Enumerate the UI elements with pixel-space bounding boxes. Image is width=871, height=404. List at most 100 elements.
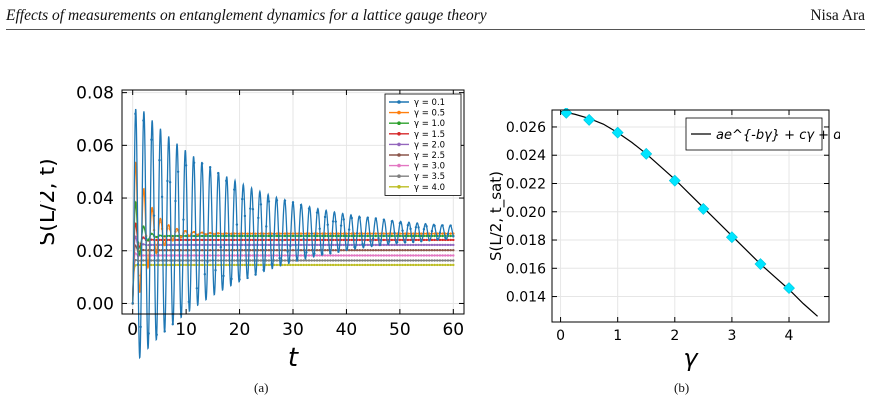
- series-marker: [155, 259, 158, 262]
- x-axis-label: γ: [683, 344, 699, 372]
- series-marker: [208, 231, 212, 235]
- series-marker: [436, 259, 439, 262]
- series-marker: [323, 243, 327, 247]
- series-marker: [192, 263, 196, 267]
- series-marker: [452, 238, 455, 242]
- series-marker: [200, 238, 204, 242]
- series-marker: [329, 238, 332, 242]
- series-marker: [401, 254, 404, 257]
- series-marker: [425, 243, 428, 247]
- series-marker: [315, 243, 319, 247]
- series-marker: [254, 243, 257, 247]
- series-marker: [420, 259, 423, 262]
- series-marker: [142, 119, 145, 122]
- series-marker: [433, 249, 436, 252]
- series-marker: [182, 218, 185, 221]
- series-marker: [225, 238, 228, 242]
- series-marker: [233, 254, 236, 257]
- series-marker: [441, 243, 444, 247]
- series-marker: [168, 181, 172, 184]
- series-marker: [390, 263, 394, 267]
- series-marker: [433, 254, 436, 257]
- series-marker: [249, 263, 252, 267]
- series-marker: [377, 259, 380, 262]
- series-marker: [452, 249, 455, 252]
- series-marker: [441, 234, 444, 238]
- series-marker: [382, 234, 386, 238]
- series-marker: [417, 238, 420, 242]
- series-marker: [390, 220, 394, 223]
- series-marker: [275, 199, 279, 202]
- series-marker: [350, 249, 353, 252]
- legend: γ = 0.1γ = 0.5γ = 1.0γ = 1.5γ = 2.0γ = 2…: [384, 93, 462, 196]
- y-tick-label: 0.022: [506, 176, 546, 192]
- x-tick-label: 1: [613, 328, 622, 344]
- series-marker: [326, 223, 329, 226]
- legend-marker: [397, 100, 401, 104]
- series-marker: [238, 234, 241, 238]
- series-marker: [446, 232, 450, 236]
- series-marker: [289, 263, 292, 267]
- series-marker: [246, 249, 249, 252]
- series-marker: [238, 238, 241, 242]
- y-tick-label: 0.018: [506, 233, 546, 249]
- series-marker: [414, 238, 418, 242]
- series-marker: [334, 254, 337, 257]
- series-marker: [267, 243, 271, 247]
- series-marker: [331, 249, 335, 252]
- series-marker: [192, 234, 196, 238]
- series-marker: [142, 248, 145, 252]
- series-marker: [428, 263, 431, 267]
- series-marker: [251, 249, 255, 252]
- series-marker: [441, 254, 444, 257]
- series-marker: [163, 235, 166, 238]
- series-marker: [262, 238, 265, 242]
- series-marker: [433, 263, 436, 267]
- series-marker: [369, 239, 372, 243]
- series-marker: [318, 259, 321, 262]
- series-marker: [428, 243, 431, 247]
- series-marker: [262, 234, 265, 238]
- series-marker: [369, 259, 372, 262]
- series-marker: [176, 170, 180, 173]
- series-marker: [233, 263, 236, 267]
- series-marker: [420, 263, 423, 267]
- data-point: [668, 174, 681, 187]
- series-marker: [387, 254, 391, 257]
- series-marker: [155, 254, 158, 257]
- series-marker: [409, 259, 412, 262]
- series-marker: [323, 259, 327, 262]
- series-marker: [273, 263, 276, 267]
- series-marker: [361, 259, 364, 262]
- series-marker: [345, 254, 348, 257]
- series-marker: [176, 263, 180, 267]
- series-marker: [225, 243, 228, 247]
- series-marker: [374, 243, 378, 247]
- series-marker: [267, 232, 271, 235]
- series-marker: [251, 208, 255, 211]
- series-marker: [401, 259, 404, 262]
- series-marker: [150, 249, 153, 252]
- series-marker: [347, 259, 351, 262]
- x-axis-label: t: [288, 343, 299, 373]
- series-marker: [192, 161, 196, 165]
- series-marker: [433, 238, 436, 242]
- series-marker: [307, 254, 311, 257]
- series-marker: [249, 207, 252, 210]
- series-marker: [428, 249, 431, 252]
- series-marker: [219, 245, 223, 249]
- series-marker: [342, 249, 345, 252]
- series-marker: [337, 259, 340, 262]
- series-marker: [385, 234, 388, 237]
- series-marker: [206, 260, 209, 263]
- data-point: [583, 113, 596, 126]
- series-marker: [315, 259, 319, 262]
- series-marker: [342, 218, 345, 221]
- series-marker: [404, 241, 407, 244]
- series-marker: [195, 287, 199, 290]
- series-marker: [350, 234, 353, 238]
- series-marker: [163, 249, 166, 252]
- series-marker: [331, 243, 335, 247]
- series-marker: [270, 232, 273, 235]
- series-marker: [150, 263, 153, 267]
